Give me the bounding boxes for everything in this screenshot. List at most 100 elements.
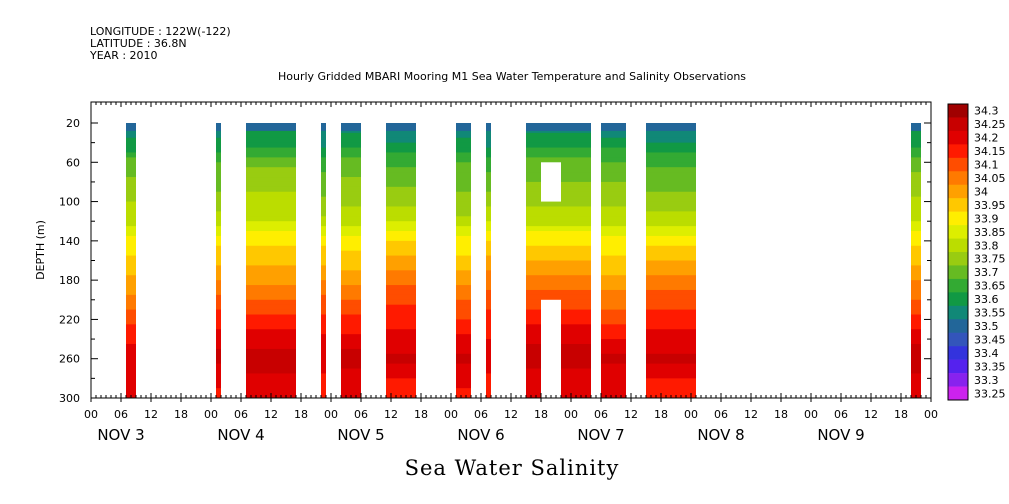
salinity-cell	[216, 363, 221, 370]
salinity-cell	[126, 358, 136, 365]
salinity-cell	[526, 235, 591, 242]
salinity-cell	[246, 353, 296, 360]
salinity-cell	[341, 294, 361, 301]
data-segment	[646, 123, 696, 398]
salinity-cell	[321, 123, 326, 131]
salinity-cell	[911, 319, 921, 325]
salinity-cell	[601, 363, 626, 370]
salinity-cell	[246, 181, 296, 188]
salinity-cell	[126, 275, 136, 281]
x-tick-label: 18	[774, 408, 788, 421]
colorbar-swatch	[948, 359, 968, 374]
salinity-cell	[216, 206, 221, 212]
salinity-cell	[341, 348, 361, 355]
colorbar-swatch	[948, 157, 968, 172]
salinity-cell	[456, 177, 471, 183]
salinity-cell	[456, 383, 471, 389]
salinity-cell	[601, 167, 626, 173]
salinity-cell	[486, 255, 491, 262]
salinity-cell	[386, 191, 416, 198]
x-tick-label: 12	[264, 408, 278, 421]
salinity-cell	[456, 152, 471, 158]
salinity-cell	[646, 132, 696, 139]
colorbar-label: 33.25	[974, 387, 1006, 400]
salinity-cell	[246, 245, 296, 252]
data-segment	[386, 123, 416, 398]
salinity-cell	[601, 231, 626, 237]
data-segment	[126, 123, 136, 398]
salinity-cell	[911, 358, 921, 365]
salinity-cell	[246, 152, 296, 158]
salinity-cell	[321, 314, 326, 321]
salinity-cell	[216, 221, 221, 227]
x-tick-label: 18	[654, 408, 668, 421]
salinity-cell	[216, 383, 221, 389]
salinity-cell	[386, 373, 416, 379]
salinity-cell	[646, 177, 696, 183]
salinity-cell	[601, 226, 626, 232]
salinity-cell	[126, 221, 136, 227]
salinity-cell	[601, 378, 626, 384]
salinity-cell	[601, 157, 626, 163]
colorbar-label: 33.5	[974, 320, 999, 333]
salinity-cell	[216, 235, 221, 242]
colorbar-swatch	[948, 292, 968, 307]
salinity-cell	[246, 329, 296, 335]
salinity-cell	[386, 299, 416, 306]
salinity-cell	[386, 206, 416, 212]
salinity-cell	[486, 147, 491, 154]
salinity-cell	[341, 231, 361, 237]
salinity-cell	[246, 319, 296, 325]
salinity-cell	[601, 353, 626, 360]
colorbar-label: 33.95	[974, 199, 1006, 212]
salinity-cell	[321, 216, 326, 222]
colorbar-swatch	[948, 265, 968, 280]
salinity-cell	[216, 393, 221, 398]
data-segment	[486, 123, 491, 398]
salinity-cell	[486, 304, 491, 311]
colorbar-swatch	[948, 238, 968, 253]
salinity-cell	[386, 235, 416, 242]
salinity-cell	[911, 334, 921, 340]
salinity-cell	[456, 299, 471, 306]
salinity-cell	[216, 260, 221, 267]
salinity-cell	[386, 309, 416, 316]
salinity-cell	[601, 255, 626, 262]
salinity-cell	[601, 196, 626, 203]
salinity-cell	[526, 216, 591, 222]
salinity-cell	[321, 196, 326, 203]
salinity-cell	[911, 368, 921, 375]
salinity-cell	[216, 334, 221, 340]
colorbar-label: 34.15	[974, 145, 1006, 158]
salinity-cell	[486, 363, 491, 370]
salinity-cell	[126, 157, 136, 163]
data-segment	[216, 123, 221, 398]
salinity-cell	[456, 250, 471, 257]
salinity-cell	[486, 211, 491, 217]
colorbar-swatch	[948, 225, 968, 239]
colorbar-swatch	[948, 198, 968, 212]
salinity-cell	[486, 181, 491, 188]
salinity-cell	[486, 240, 491, 247]
x-tick-label: 00	[444, 408, 458, 421]
salinity-cell	[321, 172, 326, 178]
salinity-cell	[601, 211, 626, 217]
salinity-cell	[646, 343, 696, 350]
salinity-cell	[601, 393, 626, 398]
salinity-cell	[126, 147, 136, 154]
salinity-cell	[386, 216, 416, 222]
salinity-cell	[216, 201, 221, 208]
salinity-cell	[341, 172, 361, 178]
x-tick-label: 12	[624, 408, 638, 421]
x-tick-label: 06	[594, 408, 608, 421]
colorbar-label: 34	[974, 185, 988, 198]
salinity-cell	[646, 255, 696, 262]
salinity-cell	[911, 339, 921, 345]
chart-title: Hourly Gridded MBARI Mooring M1 Sea Wate…	[278, 70, 746, 83]
salinity-cell	[911, 162, 921, 168]
salinity-cell	[341, 353, 361, 360]
salinity-cell	[646, 167, 696, 173]
salinity-cell	[126, 191, 136, 198]
salinity-cell	[911, 123, 921, 131]
salinity-cell	[911, 221, 921, 227]
